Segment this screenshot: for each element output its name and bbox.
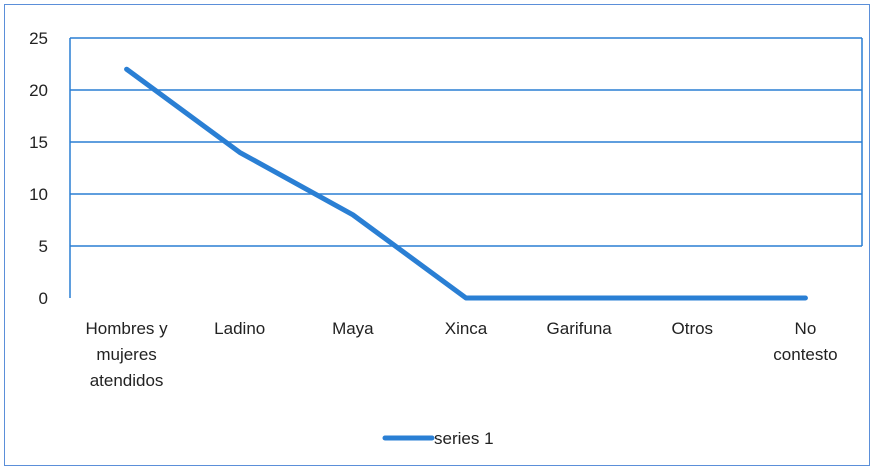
x-tick-label: Ladino <box>214 319 265 338</box>
x-tick-label: mujeres <box>96 345 156 364</box>
series-line <box>124 66 808 301</box>
x-tick-label: contesto <box>773 345 837 364</box>
legend-label: series 1 <box>434 429 494 448</box>
x-tick-label: Maya <box>332 319 374 338</box>
x-tick-label: Garifuna <box>547 319 613 338</box>
x-tick-label: Otros <box>672 319 714 338</box>
y-tick-label: 25 <box>29 29 48 48</box>
x-tick-label: Hombres y <box>85 319 168 338</box>
x-tick-label: atendidos <box>90 371 164 390</box>
y-tick-label: 15 <box>29 133 48 152</box>
x-tick-label: Xinca <box>445 319 488 338</box>
x-tick-label: No <box>795 319 817 338</box>
y-tick-label: 5 <box>39 237 48 256</box>
y-tick-label: 20 <box>29 81 48 100</box>
y-tick-label: 10 <box>29 185 48 204</box>
y-tick-label: 0 <box>39 289 48 308</box>
chart-frame <box>4 4 870 466</box>
